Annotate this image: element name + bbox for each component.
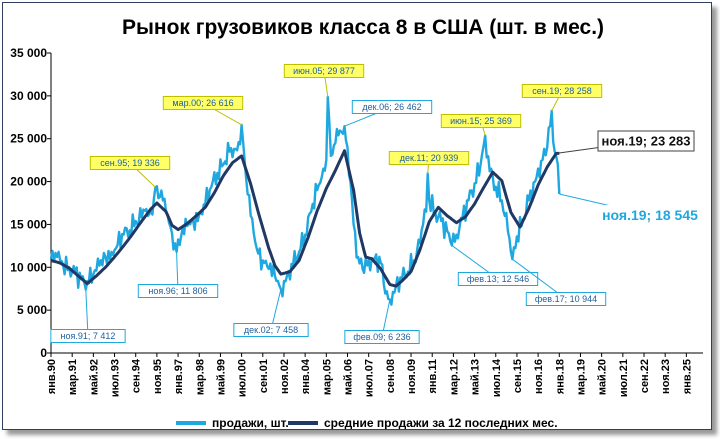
- annotation-box: [351, 100, 433, 114]
- x-tick-label: май.06: [343, 359, 355, 395]
- annotation-callout: ноя.19; 18 545: [559, 193, 704, 225]
- x-tick-label: ноя.16: [533, 359, 545, 394]
- x-tick-label: ноя.09: [406, 359, 418, 394]
- annotation-label: мар.00; 26 616: [172, 98, 233, 108]
- series-line-average: [50, 149, 560, 288]
- annotation-callout: ноя.96; 11 806: [137, 251, 219, 298]
- y-tick-label: 35 000: [10, 46, 47, 60]
- annotation-label: ноя.91; 7 412: [61, 331, 116, 341]
- annotation-box: [597, 130, 695, 152]
- x-tick-label: мар.19: [575, 359, 587, 395]
- x-tick-label: сен.22: [639, 359, 651, 393]
- y-tick-label: 20 000: [10, 175, 47, 189]
- x-tick-label: янв.11: [427, 359, 439, 394]
- annotation-box: [521, 84, 603, 98]
- x-tick-label: июл.93: [110, 359, 122, 397]
- annotation-label: ноя.19; 23 283: [602, 134, 691, 149]
- chart-title: Рынок грузовиков класса 8 в США (шт. в м…: [122, 16, 604, 39]
- annotation-callout: дек.02; 7 458: [233, 288, 309, 337]
- annotation-callout: дек.11; 20 939: [388, 151, 470, 174]
- x-tick-label: май.20: [597, 359, 609, 395]
- x-tick-label: мар.05: [321, 359, 333, 395]
- y-tick-label: 25 000: [10, 132, 47, 146]
- x-tick-label: ноя.95: [152, 359, 164, 394]
- annotation-label: сен.19; 28 258: [532, 86, 592, 96]
- chart-frame: Рынок грузовиков класса 8 в США (шт. в м…: [2, 2, 712, 430]
- y-tick-label: 30 000: [10, 89, 47, 103]
- annotation-callout: дек.06; 26 462: [344, 100, 433, 127]
- annotation-callout: фев.09; 6 236: [344, 299, 420, 344]
- annotation-box: [440, 114, 522, 128]
- annotation-box: [89, 156, 171, 170]
- x-tick-label: июл.14: [491, 358, 503, 397]
- annotation-box: [50, 329, 126, 343]
- annotation-box: [525, 292, 607, 306]
- annotation-label: ноя.19; 18 545: [602, 207, 698, 223]
- annotations-layer: ноя.91; 7 412 сен.95; 19 336 ноя.96; 11 80…: [50, 64, 704, 344]
- annotation-callout: июн.15; 25 369: [440, 114, 522, 136]
- chart-svg: Рынок грузовиков класса 8 в США (шт. в м…: [10, 16, 704, 429]
- annotation-callout: июн.05; 29 877: [283, 64, 365, 97]
- annotation-callout: мар.00; 26 616: [162, 96, 244, 126]
- annotation-box: [137, 284, 219, 298]
- annotation-box: [457, 272, 539, 286]
- axes: 0 5 000 10 000 15 000 20 000 25 000 30 000 35 0…: [10, 46, 703, 397]
- x-tick-label: мар.91: [67, 359, 79, 395]
- x-tick-label: мар.98: [194, 359, 206, 395]
- x-tick-label: мар.12: [448, 359, 460, 395]
- annotation-callout: сен.95; 19 336: [89, 156, 171, 188]
- annotation-box: [283, 64, 365, 78]
- annotation-label: сен.95; 19 336: [100, 158, 160, 168]
- legend-label-average: средние продажи за 12 последних мес.: [324, 416, 558, 429]
- x-tick-label: янв.18: [554, 359, 566, 394]
- x-tick-label: сен.15: [512, 359, 524, 393]
- annotation-label: фев.09; 6 236: [353, 332, 410, 342]
- x-tick-label: сен.01: [258, 359, 270, 393]
- x-tick-label: май.99: [215, 359, 227, 395]
- x-tick-label: сен.94: [131, 358, 143, 393]
- x-tick-label: июл.07: [364, 359, 376, 397]
- x-tick-label: янв.04: [300, 358, 312, 394]
- x-tick-label: июл.21: [618, 359, 630, 397]
- annotation-label: дек.02; 7 458: [244, 325, 298, 335]
- y-tick-label: 0: [40, 346, 47, 360]
- annotation-label: ноя.96; 11 806: [148, 286, 207, 296]
- annotation-label: фев.13; 12 546: [467, 274, 529, 284]
- x-tick-label: май.13: [470, 359, 482, 395]
- x-tick-label: янв.97: [173, 359, 185, 394]
- series-line-monthly: [49, 95, 561, 306]
- annotation-box: [344, 330, 420, 344]
- annotation-callout: сен.19; 28 258: [521, 84, 603, 112]
- annotation-callout: ноя.19; 23 283: [556, 130, 695, 154]
- x-tick-label: сен.08: [385, 359, 397, 393]
- annotation-label: фев.17; 10 944: [535, 294, 597, 304]
- x-tick-label: янв.90: [46, 359, 58, 394]
- annotation-label: дек.11; 20 939: [400, 153, 459, 163]
- legend-label-monthly: продажи, шт.: [212, 416, 289, 429]
- x-tick-label: ноя.23: [660, 359, 672, 394]
- legend: продажи, шт. средние продажи за 12 после…: [176, 416, 558, 429]
- annotation-label: июн.05; 29 877: [293, 66, 355, 76]
- annotation-label: июн.15; 25 369: [450, 116, 512, 126]
- annotation-box: [388, 151, 470, 165]
- annotation-callout: фев.13; 12 546: [451, 245, 539, 286]
- y-tick-label: 10 000: [10, 260, 47, 274]
- annotation-leader: [85, 289, 89, 337]
- x-tick-label: янв.25: [681, 359, 693, 394]
- annotation-callout: ноя.91; 7 412: [50, 289, 126, 343]
- series-layer: [49, 95, 561, 306]
- x-tick-label: ноя.02: [279, 359, 291, 394]
- y-tick-label: 15 000: [10, 217, 47, 231]
- annotation-box: [162, 96, 244, 110]
- x-tick-label: май.92: [88, 359, 100, 395]
- x-tick-label: июл.00: [237, 359, 249, 397]
- annotation-callout: фев.17; 10 944: [512, 258, 607, 306]
- annotation-box: [596, 205, 704, 225]
- y-tick-label: 5 000: [17, 303, 47, 317]
- annotation-label: дек.06; 26 462: [362, 102, 421, 112]
- annotation-box: [233, 323, 309, 337]
